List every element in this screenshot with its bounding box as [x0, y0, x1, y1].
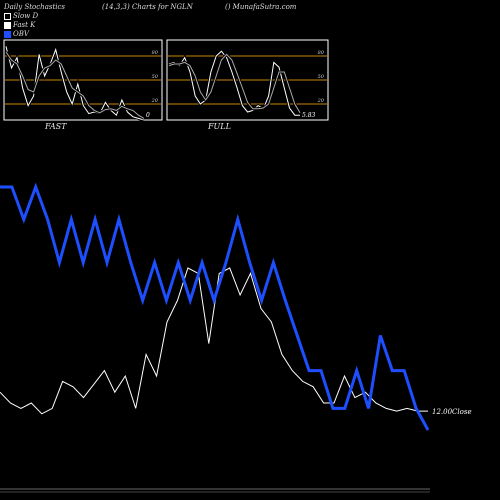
- panel-fast-last-value: 0: [146, 112, 150, 119]
- panel-full-series-1-line: [168, 53, 301, 114]
- panel-fast-level-label-80: 80: [152, 50, 159, 56]
- legend-swatch-slow-d: [4, 12, 11, 20]
- legend-swatch-obv: [4, 30, 11, 38]
- panel-full-level-label-80: 80: [318, 50, 325, 56]
- close-price-line: [0, 267, 428, 415]
- chart-title: Daily Stochastics: [4, 3, 66, 11]
- legend-label-fast-k: Fast K: [13, 21, 36, 29]
- panel-full-level-label-50: 50: [318, 74, 325, 80]
- panel-full-last-value: 5.83: [302, 112, 316, 119]
- legend-item-obv: OBV: [4, 30, 29, 38]
- legend-swatch-fast-k: [4, 21, 11, 29]
- legend-item-fast-k: Fast K: [4, 21, 35, 29]
- legend-label-obv: OBV: [13, 30, 29, 38]
- legend-item-slow-d: Slow D: [4, 12, 38, 20]
- obv-line: [0, 182, 430, 431]
- legend-label-slow-d: Slow D: [13, 12, 39, 20]
- panel-fast-series-0-line: [5, 46, 145, 121]
- panel-fast-level-label-20: 20: [151, 98, 159, 104]
- site-credit: () MunafaSutra.com: [225, 3, 297, 11]
- panel-fast-label: FAST: [45, 122, 67, 131]
- panel-full-label: FULL: [208, 122, 231, 131]
- chart-params: (14,3,3) Charts for NGLN: [102, 3, 193, 11]
- panel-full-level-label-20: 20: [317, 98, 325, 104]
- panel-fast-series-1-line: [5, 51, 145, 119]
- panel-fast-level-label-50: 50: [152, 74, 159, 80]
- close-value-label: 12.00Close: [432, 408, 472, 416]
- panel-full-series-0-line: [168, 50, 301, 116]
